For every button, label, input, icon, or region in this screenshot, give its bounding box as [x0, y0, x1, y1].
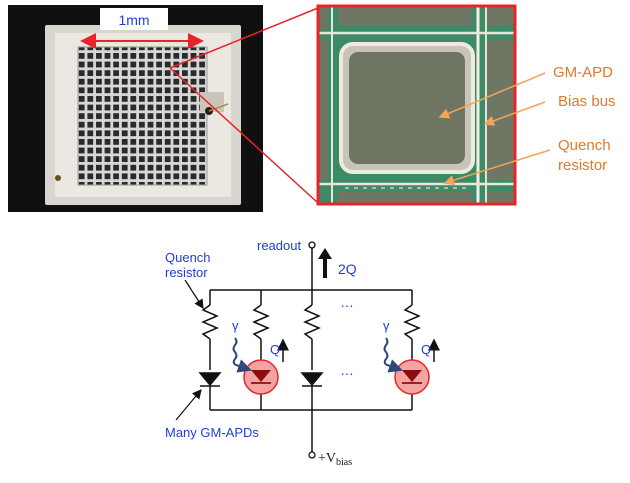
- label-bias-bus: Bias bus: [558, 93, 616, 110]
- chip-photo: 1mm: [8, 5, 263, 212]
- ellipsis-mid: …: [340, 362, 354, 378]
- pointer-many-apds: [175, 389, 202, 421]
- pointer-quench: [443, 149, 551, 186]
- vbias-prefix: +V: [318, 451, 336, 466]
- readout-label: readout: [257, 238, 301, 253]
- vbias-label: +Vbias: [318, 451, 352, 468]
- readout-terminal: [308, 241, 316, 249]
- two-q-label: 2Q: [338, 261, 357, 277]
- label-gm-apd: GM-APD: [553, 64, 613, 81]
- photon-arrow-2: [383, 337, 403, 373]
- label-quench-line2: resistor: [558, 157, 607, 174]
- active-gm-apd-1: [243, 359, 279, 395]
- q-label-2: Q: [421, 342, 431, 357]
- pointer-quench-resistor: [184, 279, 204, 310]
- circuit-quench-line1: Quench: [165, 250, 211, 265]
- gamma-label-2: γ: [383, 318, 390, 333]
- vbias-terminal: [308, 451, 316, 459]
- two-q-arrow-head: [318, 248, 332, 259]
- ellipsis-top: …: [340, 294, 354, 310]
- zoom-line-bottom: [169, 67, 319, 204]
- pixel-array: [78, 47, 207, 185]
- photon-arrow-1: [232, 337, 252, 373]
- active-gm-apd-2: [394, 359, 430, 395]
- scale-label-box: [100, 8, 168, 30]
- magnified-pixel-view: [316, 4, 551, 206]
- vbias-subscript: bias: [336, 457, 352, 468]
- q-label-1: Q: [270, 342, 280, 357]
- circuit-quench-line2: resistor: [165, 265, 208, 280]
- pointer-gm-apd: [438, 72, 546, 119]
- label-quench-line1: Quench: [558, 137, 611, 154]
- gamma-label-1: γ: [232, 318, 239, 333]
- pointer-bias-bus: [483, 101, 546, 126]
- zoom-line-top: [169, 7, 319, 69]
- scale-label: 1mm: [118, 12, 149, 28]
- many-apds-label: Many GM-APDs: [165, 425, 259, 440]
- circuit-diagram: [198, 248, 421, 452]
